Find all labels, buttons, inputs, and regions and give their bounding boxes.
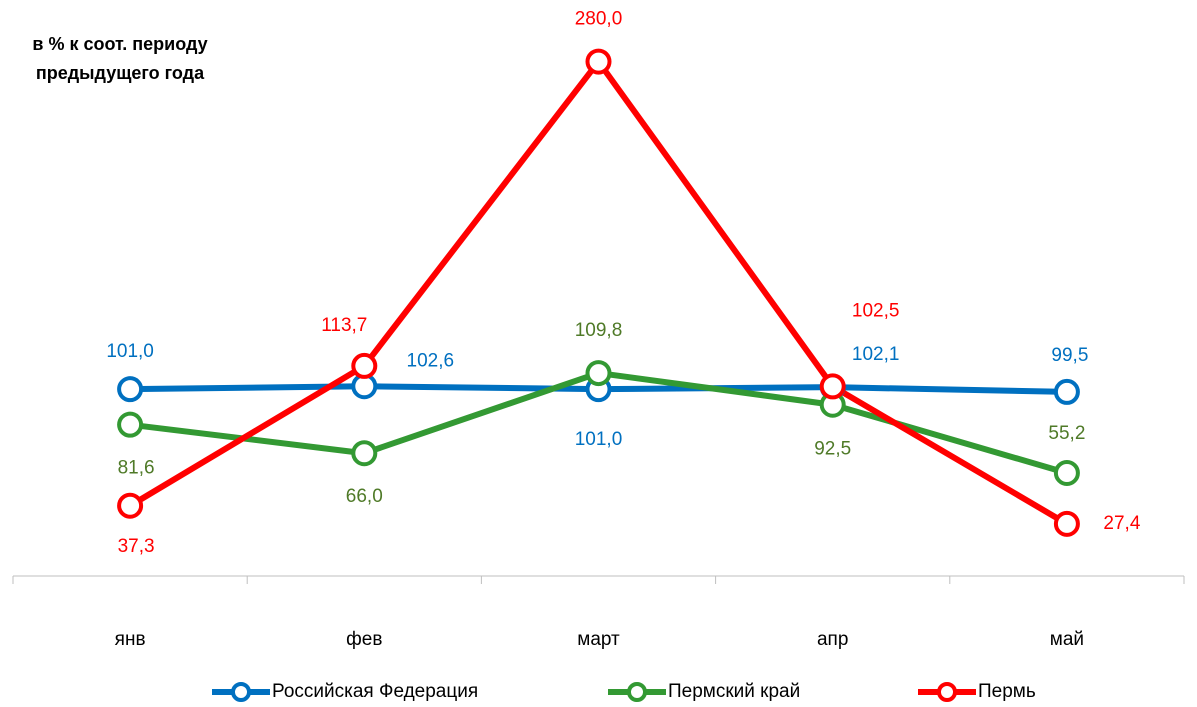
data-label: 81,6 [118,458,155,479]
x-tick-label: янв [115,629,146,650]
series-line [128,58,1069,527]
point-marker [117,411,144,438]
data-label: 66,0 [346,486,383,507]
point-marker [351,352,378,379]
x-tick-label: май [1050,629,1084,650]
data-label: 102,1 [852,344,900,365]
legend-label: Российская Федерация [272,681,478,702]
legend-marker [937,682,957,702]
data-label: 109,8 [575,320,623,341]
data-label: 280,0 [575,9,623,30]
x-tick-label: фев [346,629,382,650]
point-marker [1053,510,1080,537]
x-tick-label: апр [817,629,848,650]
data-label: 102,6 [407,350,455,371]
point-marker [117,492,144,519]
point-marker [1053,378,1080,405]
data-label: 37,3 [118,536,155,557]
point-marker [585,48,612,75]
legend-marker [231,682,251,702]
point-marker [351,440,378,467]
data-label: 101,0 [106,341,154,362]
data-label: 55,2 [1048,423,1085,444]
point-marker [585,360,612,387]
chart-title: в % к соот. периоду [32,34,207,54]
legend-label: Пермь [978,681,1036,702]
legend-marker [627,682,647,702]
legend-label: Пермский край [668,681,800,702]
data-label: 113,7 [321,315,367,336]
data-label: 92,5 [814,439,851,460]
point-marker [1053,459,1080,486]
chart-title: предыдущего года [36,63,205,83]
data-label: 101,0 [575,429,623,450]
x-tick-label: март [577,629,620,650]
data-label: 102,5 [852,300,900,321]
data-label: 27,4 [1103,513,1140,534]
data-label: 99,5 [1051,345,1088,366]
point-marker [117,376,144,403]
point-marker [819,373,846,400]
